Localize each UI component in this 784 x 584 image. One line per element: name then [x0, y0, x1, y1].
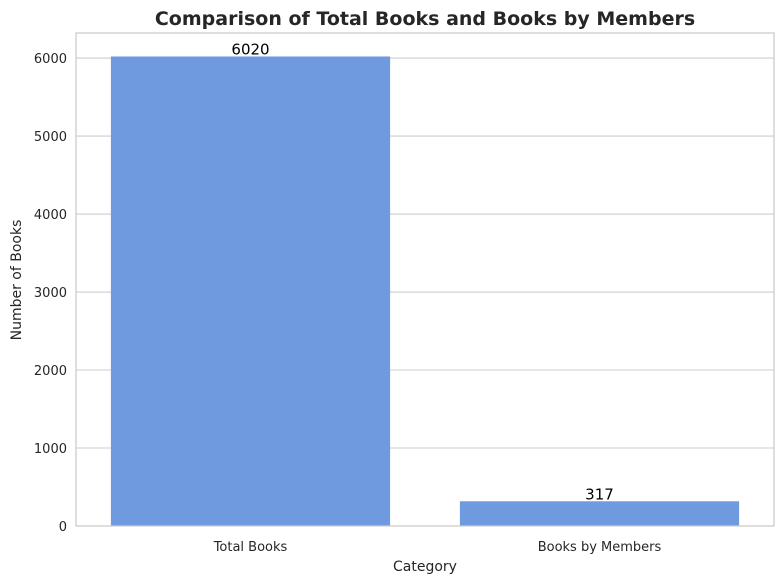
y-tick-label: 4000 [34, 208, 67, 223]
bar-value-label: 6020 [231, 40, 269, 58]
y-tick-label: 3000 [34, 286, 67, 301]
y-tick-label: 6000 [34, 52, 67, 67]
y-tick-label: 5000 [34, 130, 67, 145]
data-labels: 6020 317 [231, 40, 613, 503]
bar [110, 56, 391, 526]
x-axis-ticks: Total Books Books by Members [213, 540, 662, 555]
x-tick-label: Books by Members [538, 540, 662, 555]
plot-frame [75, 32, 775, 527]
x-tick-label: Total Books [213, 540, 288, 555]
bar-value-label: 317 [585, 485, 614, 503]
y-axis-ticks: 0 1000 2000 3000 4000 5000 6000 [34, 52, 67, 535]
y-tick-label: 1000 [34, 442, 67, 457]
y-axis-label: Number of Books [9, 220, 25, 341]
y-tick-label: 2000 [34, 364, 67, 379]
bars [110, 56, 740, 526]
bar [459, 501, 740, 526]
chart-title: Comparison of Total Books and Books by M… [155, 8, 695, 30]
x-axis-label: Category [393, 559, 457, 575]
y-tick-label: 0 [59, 520, 67, 535]
